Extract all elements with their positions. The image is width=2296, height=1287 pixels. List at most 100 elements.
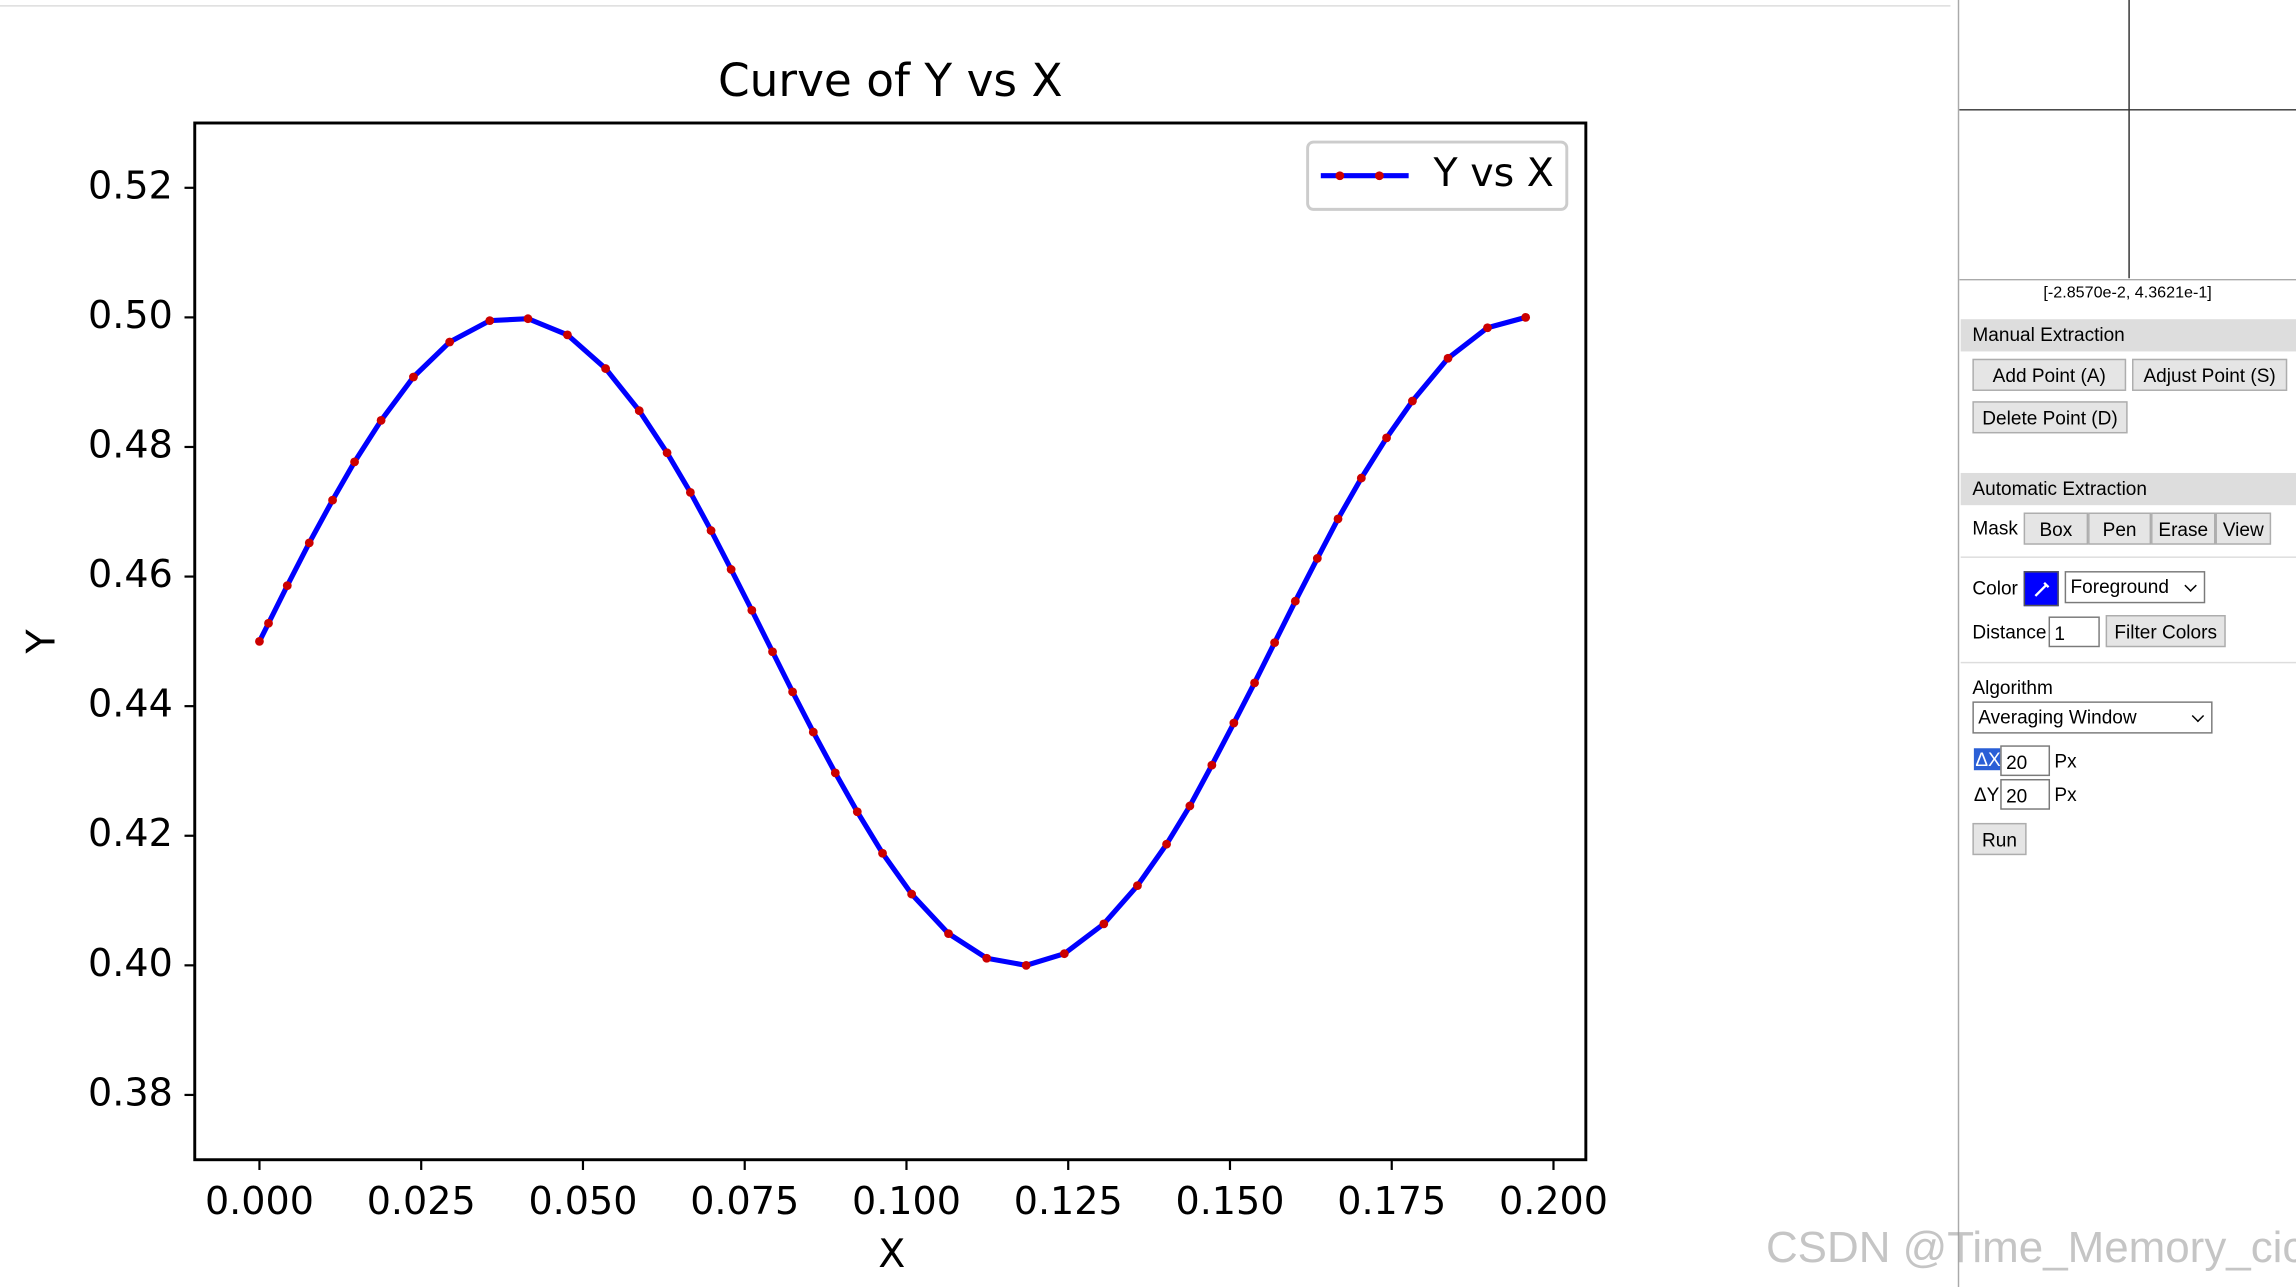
section-header: Automatic Extraction: [1960, 472, 2296, 506]
chart-title: Curve of Y vs X: [718, 54, 1063, 107]
legend-box: [1306, 140, 1569, 211]
data-point: [1099, 919, 1109, 929]
legend-marker: [1335, 171, 1345, 181]
data-point: [768, 647, 777, 657]
chart: Curve of Y vs X X Y 0.38 0.40 0.42 0.44 0.46…: [0, 5, 1951, 1277]
data-point: [1270, 638, 1280, 648]
label: Color: [1972, 576, 2018, 599]
x-axis-label: X: [878, 1231, 905, 1277]
data-point: [1443, 353, 1453, 363]
button[interactable]: Adjust Point (S): [2132, 358, 2288, 391]
button[interactable]: Box: [2023, 512, 2089, 545]
data-point: [1356, 473, 1366, 483]
text-input[interactable]: 1: [2048, 616, 2100, 648]
select[interactable]: Averaging Window: [1972, 701, 2213, 734]
button[interactable]: View: [2215, 512, 2272, 545]
y-tick-label: 0.44: [88, 682, 173, 726]
data-point: [1162, 839, 1171, 849]
x-tick-label: 0.175: [1337, 1179, 1446, 1223]
data-point: [878, 848, 887, 858]
separator: [1960, 556, 2296, 558]
button[interactable]: Add Point (A): [1972, 358, 2127, 391]
select[interactable]: Foreground: [2064, 571, 2206, 604]
text-input[interactable]: 20: [2000, 745, 2051, 777]
data-point: [726, 565, 736, 574]
data-point: [1290, 596, 1300, 606]
data-point: [1408, 396, 1417, 406]
y-tick-label: 0.46: [88, 552, 173, 596]
x-tick-label: 0.150: [1175, 1179, 1284, 1223]
button[interactable]: Erase: [2151, 512, 2216, 545]
data-point: [907, 889, 917, 899]
data-point: [1185, 801, 1195, 811]
label: ΔX: [1973, 748, 2003, 771]
data-line: [257, 314, 1527, 968]
y-tick-label: 0.40: [88, 941, 173, 985]
data-point: [1521, 312, 1531, 322]
section-header: Manual Extraction: [1960, 319, 2296, 352]
button[interactable]: Run: [1972, 822, 2027, 856]
data-point: [634, 406, 644, 416]
button[interactable]: Pen: [2088, 512, 2152, 545]
data-point: [944, 929, 953, 938]
side-panel: [-2.8570e-2, 4.3621e-1] Manual Extractio…: [1957, 0, 2296, 1287]
data-point: [264, 618, 273, 628]
data-point: [662, 448, 672, 458]
data-point: [563, 330, 572, 340]
magnifier: [1959, 0, 2296, 281]
data-point: [1312, 554, 1322, 563]
x-tick-label: 0.200: [1499, 1179, 1608, 1223]
data-point: [376, 416, 386, 425]
data-point: [485, 316, 495, 326]
data-point: [445, 337, 455, 347]
y-tick-label: 0.42: [88, 811, 173, 855]
cursor-coords: [-2.8570e-2, 4.3621e-1]: [2043, 284, 2212, 302]
label: ΔY: [1973, 783, 2000, 806]
data-point: [1059, 949, 1069, 959]
data-point: [1021, 960, 1031, 970]
data-point: [1229, 718, 1239, 728]
y-tick-label: 0.52: [88, 163, 173, 207]
data-point: [982, 953, 992, 963]
y-tick-label: 0.50: [88, 293, 173, 337]
data-point: [282, 581, 292, 591]
data-point: [808, 727, 818, 737]
legend-label: Y vs X: [1433, 150, 1554, 196]
data-point: [409, 372, 418, 382]
unit: Px: [2054, 783, 2077, 806]
data-point: [304, 538, 314, 548]
label: Distance: [1972, 620, 2047, 643]
x-tick-label: 0.075: [690, 1179, 799, 1223]
button[interactable]: Delete Point (D): [1972, 401, 2128, 434]
y-tick-label: 0.48: [88, 422, 173, 466]
unit: Px: [2054, 749, 2077, 772]
data-point: [1250, 678, 1259, 688]
data-point: [255, 636, 264, 646]
x-tick-label: 0.125: [1014, 1179, 1123, 1223]
data-point: [1207, 760, 1217, 770]
data-point: [1333, 514, 1343, 524]
data-point: [685, 487, 695, 497]
x-tick-label: 0.100: [852, 1179, 961, 1223]
x-tick-label: 0.025: [367, 1179, 476, 1223]
data-point: [350, 457, 359, 467]
data-point: [523, 314, 533, 324]
watermark: CSDN @Time_Memory_cici: [1765, 1224, 2296, 1273]
data-point: [601, 364, 611, 373]
color-picker[interactable]: [2023, 571, 2059, 607]
text-input[interactable]: 20: [2000, 779, 2051, 810]
data-point: [788, 687, 797, 697]
data-point: [1382, 433, 1391, 443]
x-tick-label: 0.050: [528, 1179, 637, 1223]
data-point: [706, 526, 716, 535]
y-axis-label: Y: [18, 628, 64, 654]
separator: [1960, 661, 2296, 664]
plot-frame: [193, 121, 1588, 1162]
y-tick-label: 0.38: [88, 1070, 173, 1114]
legend-marker: [1374, 171, 1384, 181]
x-tick-label: 0.000: [205, 1179, 314, 1223]
button[interactable]: Filter Colors: [2105, 615, 2226, 648]
label: Algorithm: [1972, 676, 2053, 699]
